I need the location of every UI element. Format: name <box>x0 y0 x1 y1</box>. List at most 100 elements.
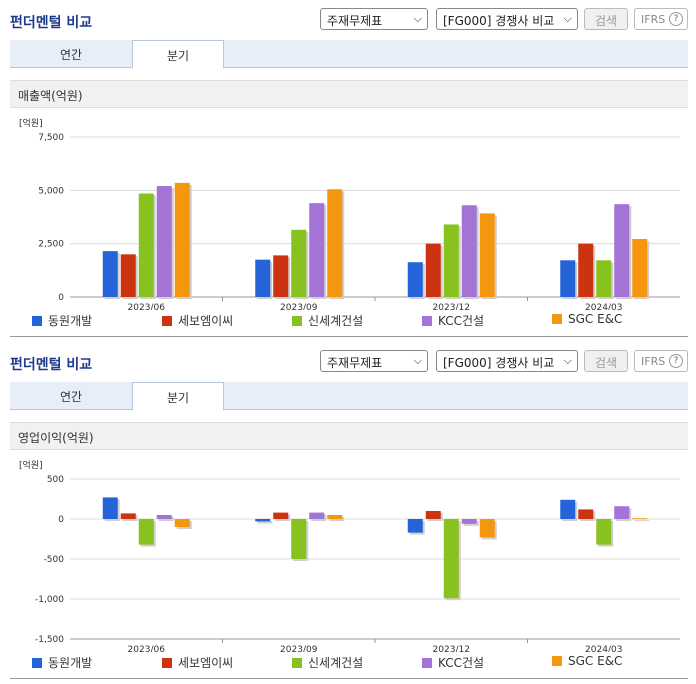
legend-label: SGC E&C <box>568 312 623 326</box>
bar <box>120 513 136 519</box>
bar <box>614 204 630 297</box>
period-tabs: 연간 분기 <box>10 382 688 411</box>
compare-select-value: [FG000] 경쟁사 비교 <box>443 356 555 370</box>
chart-title: 매출액(억원) <box>10 80 688 108</box>
bar <box>578 243 594 297</box>
panel-toolbar: 펀더멘털 비교 주재무제표 ⌵ [FG000] 경쟁사 비교 ⌵ 검색 IFRS… <box>0 0 696 38</box>
y-tick-label: 0 <box>58 515 64 525</box>
chevron-down-icon: ⌵ <box>563 12 572 25</box>
bar <box>255 519 271 522</box>
search-button[interactable]: 검색 <box>584 350 628 372</box>
chevron-down-icon: ⌵ <box>413 12 422 25</box>
bar <box>461 519 477 524</box>
revenue-chart: [억원] 0 2,500 5,000 7,500 2023/06 2023/09 2023/1… <box>19 117 680 310</box>
bar <box>102 497 118 519</box>
divider <box>10 678 688 679</box>
legend-label: KCC건설 <box>438 656 485 670</box>
ifrs-badge[interactable]: IFRS ? <box>634 8 688 30</box>
bar <box>156 515 172 519</box>
help-icon[interactable]: ? <box>669 354 683 368</box>
legend-item[interactable]: SGC E&C <box>552 312 622 326</box>
legend-label: SGC E&C <box>568 654 623 668</box>
bar <box>578 509 594 519</box>
compare-select[interactable]: [FG000] 경쟁사 비교 ⌵ <box>436 8 578 30</box>
unit-label: [억원] <box>19 459 43 471</box>
bar-shadow <box>257 521 273 524</box>
legend-swatch <box>552 656 562 666</box>
statement-select-value: 주재무제표 <box>327 356 383 370</box>
chevron-down-icon: ⌵ <box>563 354 572 367</box>
unit-label: [억원] <box>19 117 43 129</box>
statement-select[interactable]: 주재무제표 ⌵ <box>320 350 428 372</box>
panel-title: 펀더멘털 비교 <box>10 15 93 31</box>
legend-item[interactable]: KCC건설 <box>422 654 484 671</box>
bar <box>560 260 576 297</box>
bar-shadow <box>634 520 650 522</box>
legend-item[interactable]: SGC E&C <box>552 654 622 668</box>
operating-profit-chart: [억원] 500 0 -500 -1,000 -1,500 2023/06 2023/09 20… <box>19 459 680 652</box>
tab-quarterly[interactable]: 분기 <box>132 40 224 69</box>
legend-item[interactable]: 세보엠이씨 <box>162 654 233 671</box>
tab-quarterly[interactable]: 분기 <box>132 382 224 411</box>
x-tick-label: 2023/09 <box>280 303 318 310</box>
bar <box>632 238 648 297</box>
x-tick-label: 2023/06 <box>128 645 166 652</box>
bar <box>443 224 459 297</box>
bar <box>327 189 343 297</box>
bar <box>273 255 289 297</box>
bar <box>102 251 118 297</box>
bar <box>479 519 495 538</box>
chevron-down-icon: ⌵ <box>413 354 422 367</box>
help-icon[interactable]: ? <box>669 12 683 26</box>
bar <box>309 512 325 519</box>
bar <box>273 512 289 519</box>
compare-select-value: [FG000] 경쟁사 비교 <box>443 14 555 28</box>
y-tick-label: -1,500 <box>35 635 64 645</box>
legend-swatch <box>162 316 172 326</box>
bar <box>138 193 154 297</box>
legend-label: 신세계건설 <box>308 314 364 328</box>
bar <box>174 182 190 297</box>
legend-swatch <box>422 316 432 326</box>
ifrs-badge[interactable]: IFRS ? <box>634 350 688 372</box>
legend-item[interactable]: 동원개발 <box>32 654 92 671</box>
bar <box>407 262 423 297</box>
legend-label: 동원개발 <box>48 314 93 328</box>
bar <box>255 259 271 297</box>
legend-swatch <box>32 316 42 326</box>
bar <box>614 506 630 519</box>
ifrs-label: IFRS <box>641 13 666 26</box>
fundamental-panel-1: 펀더멘털 비교 주재무제표 ⌵ [FG000] 경쟁사 비교 ⌵ 검색 IFRS… <box>0 0 696 337</box>
bar <box>596 260 612 297</box>
bar <box>425 243 441 297</box>
legend-item[interactable]: 동원개발 <box>32 312 92 329</box>
legend-item[interactable]: KCC건설 <box>422 312 484 329</box>
fundamental-panel-2: 펀더멘털 비교 주재무제표 ⌵ [FG000] 경쟁사 비교 ⌵ 검색 IFRS… <box>0 342 696 684</box>
bar <box>407 519 423 533</box>
bar <box>156 186 172 297</box>
legend-item[interactable]: 세보엠이씨 <box>162 312 233 329</box>
search-button[interactable]: 검색 <box>584 8 628 30</box>
tab-annual[interactable]: 연간 <box>59 48 83 62</box>
bar <box>309 203 325 297</box>
legend-label: 세보엠이씨 <box>178 314 234 328</box>
chart-title: 영업이익(억원) <box>10 422 688 450</box>
x-tick-label: 2024/03 <box>585 303 622 310</box>
y-tick-label: 500 <box>47 475 64 485</box>
compare-select[interactable]: [FG000] 경쟁사 비교 ⌵ <box>436 350 578 372</box>
bar <box>443 519 459 599</box>
tab-annual[interactable]: 연간 <box>59 390 83 404</box>
legend-item[interactable]: 신세계건설 <box>292 312 363 329</box>
bar <box>560 499 576 519</box>
legend-item[interactable]: 신세계건설 <box>292 654 363 671</box>
legend-label: 신세계건설 <box>308 656 364 670</box>
divider <box>10 336 688 337</box>
legend-swatch <box>292 316 302 326</box>
statement-select[interactable]: 주재무제표 ⌵ <box>320 8 428 30</box>
y-tick-label: 2,500 <box>38 240 64 250</box>
y-tick-label: -500 <box>44 555 65 565</box>
panel-title: 펀더멘털 비교 <box>10 357 93 373</box>
x-tick-label: 2023/06 <box>128 303 166 310</box>
legend-swatch <box>32 658 42 668</box>
statement-select-value: 주재무제표 <box>327 14 383 28</box>
